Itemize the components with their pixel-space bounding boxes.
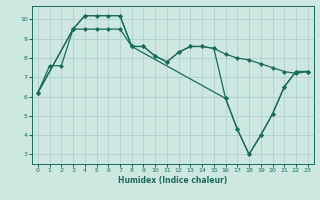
X-axis label: Humidex (Indice chaleur): Humidex (Indice chaleur) [118,176,228,185]
